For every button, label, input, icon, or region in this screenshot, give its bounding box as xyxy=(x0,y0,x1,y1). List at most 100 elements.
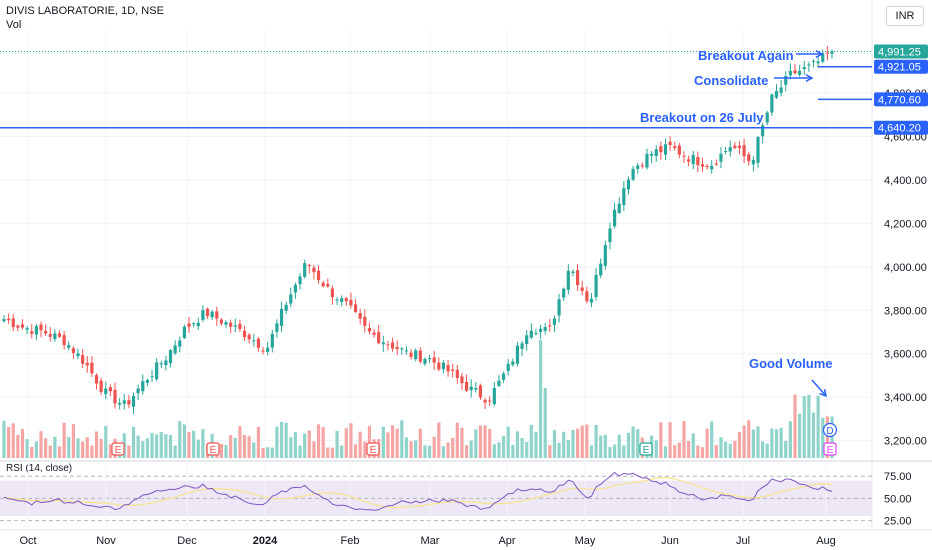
volume-bar xyxy=(691,433,695,458)
candle-body xyxy=(724,151,728,153)
candle-body xyxy=(205,308,210,317)
candle-body xyxy=(534,332,538,334)
volume-bar xyxy=(654,440,658,458)
candle-body xyxy=(687,159,691,162)
candle-body xyxy=(511,361,515,365)
volume-bar xyxy=(488,429,492,458)
candle-body xyxy=(57,333,62,337)
candle-body xyxy=(99,380,103,392)
candle-body xyxy=(830,51,834,54)
volume-bar xyxy=(76,438,80,458)
candle-body xyxy=(469,386,473,391)
volume-bar xyxy=(562,431,566,458)
volume-bar xyxy=(585,424,589,458)
candle-body xyxy=(335,299,339,301)
volume-bar xyxy=(270,447,274,458)
candle-body xyxy=(81,355,85,364)
volume-bar xyxy=(321,427,325,458)
candle-body xyxy=(270,333,274,348)
price-tick-label: 3,400.00 xyxy=(884,392,927,404)
candle-body xyxy=(451,369,455,371)
volume-bar xyxy=(631,426,635,458)
candle-body xyxy=(807,64,811,66)
candle-body xyxy=(714,163,718,165)
currency-selector[interactable]: INR xyxy=(886,6,924,26)
candle-body xyxy=(219,319,224,324)
volume-bar xyxy=(784,440,788,458)
volume-bar xyxy=(474,429,478,458)
volume-bar xyxy=(136,435,140,458)
candle-body xyxy=(266,347,270,352)
volume-bar xyxy=(608,447,612,458)
candle-body xyxy=(187,323,191,327)
volume-bar xyxy=(733,440,737,458)
volume-bar xyxy=(358,431,362,458)
volume-bar xyxy=(492,444,496,458)
candle-body xyxy=(478,385,483,398)
candle-body xyxy=(548,325,552,327)
candle-body xyxy=(733,145,737,149)
candle-body xyxy=(76,353,80,357)
price-tick-label: 4,000.00 xyxy=(884,262,927,274)
candle-body xyxy=(261,350,265,352)
candle-body xyxy=(603,244,607,266)
annotation-arrow xyxy=(811,379,827,397)
candle-body xyxy=(25,328,29,330)
candle-body xyxy=(594,274,598,297)
volume-bar xyxy=(719,437,723,458)
candle-body xyxy=(571,271,575,274)
volume-bar xyxy=(229,435,233,458)
price-tick-label: 3,600.00 xyxy=(884,349,927,361)
chart-annotation: Breakout Again xyxy=(698,48,794,63)
volume-bar xyxy=(668,422,672,458)
candle-body xyxy=(483,399,487,403)
level-tag-text: 4,991.25 xyxy=(878,46,921,58)
volume-bar xyxy=(765,443,769,458)
candle-body xyxy=(284,304,288,311)
candle-body xyxy=(340,298,344,303)
candle-body xyxy=(756,137,760,163)
volume-bar xyxy=(363,441,367,458)
earnings-marker-label: E xyxy=(827,445,834,456)
candle-body xyxy=(363,316,367,326)
candle-body xyxy=(418,350,422,362)
volume-bar xyxy=(316,424,321,458)
volume-bar xyxy=(381,426,385,458)
volume-bar xyxy=(192,430,196,458)
volume-bar xyxy=(168,435,173,458)
candle-body xyxy=(682,155,686,157)
dividend-marker xyxy=(822,422,838,438)
volume-bar xyxy=(497,442,501,458)
candle-body xyxy=(460,376,464,384)
candle-body xyxy=(353,304,358,312)
candle-body xyxy=(742,145,746,157)
volume-bar xyxy=(478,425,483,458)
volume-bar xyxy=(349,423,353,458)
candle-body xyxy=(182,326,187,338)
volume-bar xyxy=(145,438,149,458)
last-price-tag xyxy=(874,44,928,59)
volume-bar xyxy=(673,445,677,458)
volume-bar xyxy=(682,420,686,458)
time-tick-label: Aug xyxy=(816,535,836,547)
candle-body xyxy=(506,363,510,371)
volume-bar xyxy=(594,424,598,458)
volume-bar xyxy=(779,427,783,458)
candle-body xyxy=(141,381,145,392)
candle-body xyxy=(636,165,640,169)
annotation-arrow-head xyxy=(815,49,824,59)
volume-bar xyxy=(187,432,191,458)
volume-bar xyxy=(538,340,543,458)
candle-body xyxy=(11,318,15,328)
candle-body xyxy=(400,348,404,350)
rsi-label: RSI (14, close) xyxy=(6,463,73,474)
candle-body xyxy=(640,165,644,167)
volume-bar xyxy=(252,442,256,458)
volume-bar xyxy=(737,431,742,458)
chart-annotation: Good Volume xyxy=(749,356,833,371)
volume-bar xyxy=(696,445,700,458)
volume-bar xyxy=(219,443,224,458)
volume-bar xyxy=(196,439,200,458)
candle-body xyxy=(811,60,816,62)
